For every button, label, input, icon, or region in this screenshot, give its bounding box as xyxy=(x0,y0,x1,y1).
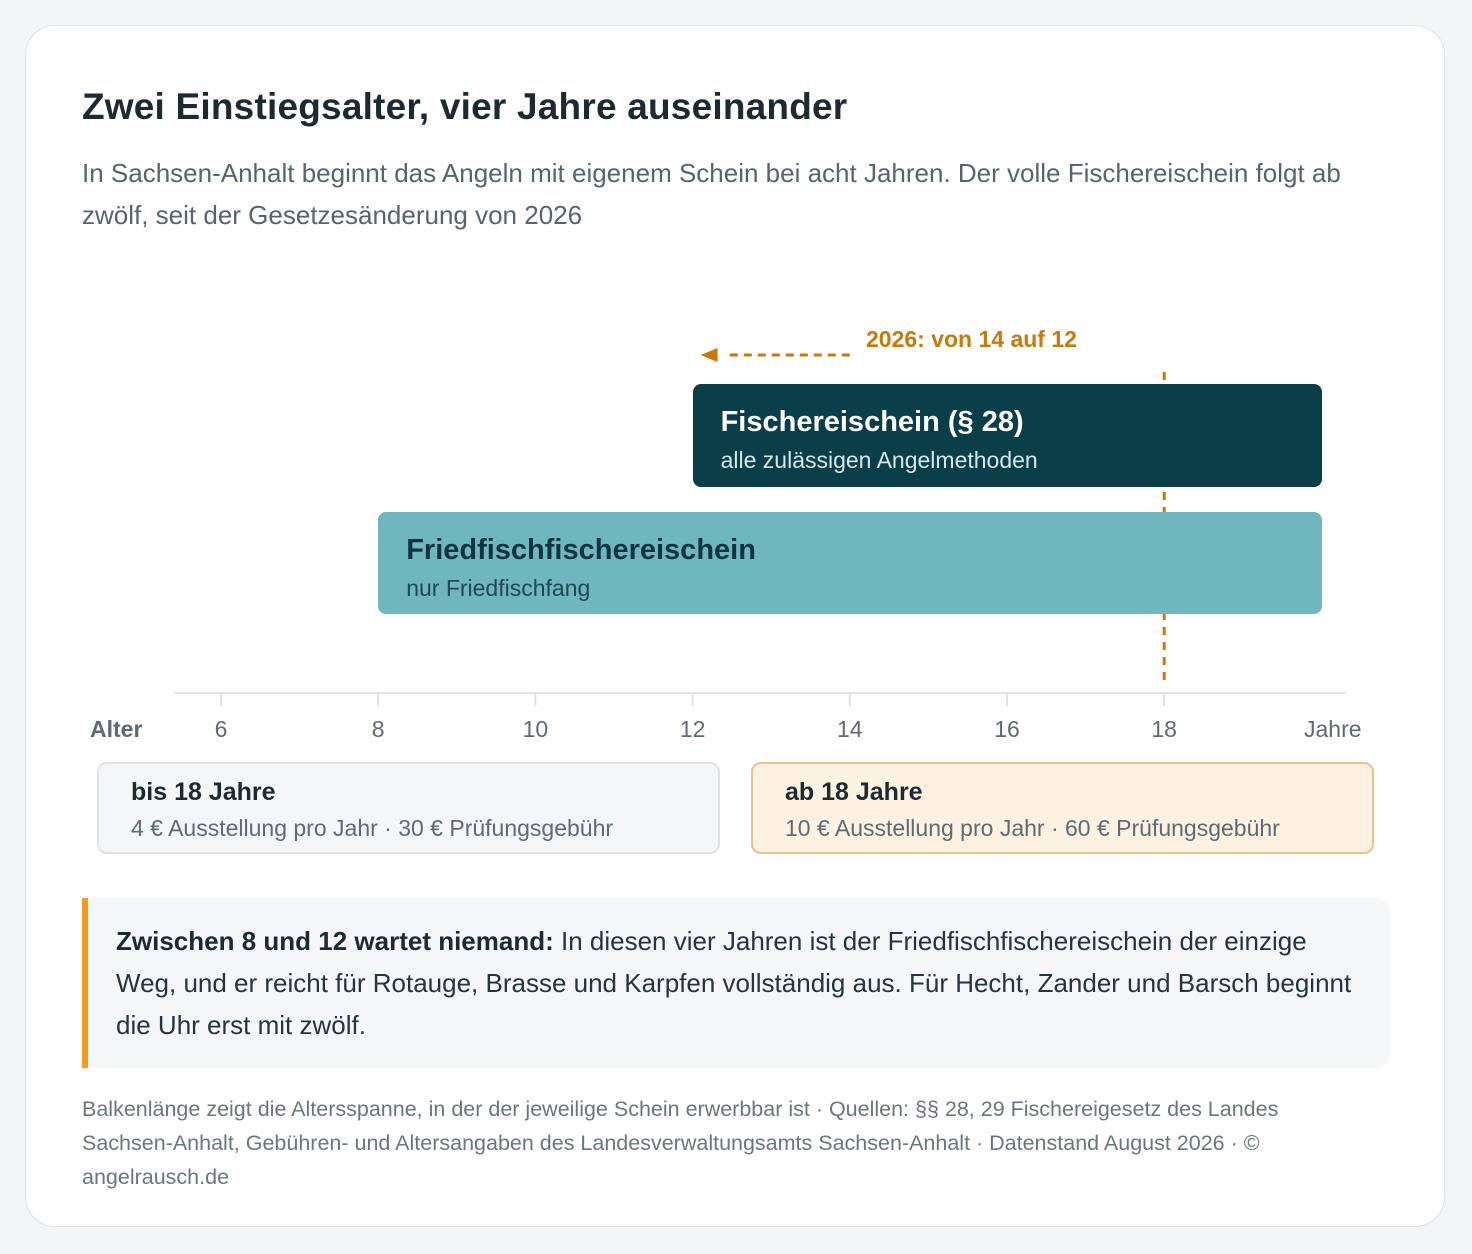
x-tick-label-14: 14 xyxy=(837,716,863,742)
x-tick-label-18: 18 xyxy=(1151,716,1177,742)
x-tick-label-6: 6 xyxy=(214,716,228,742)
annotation-label: 2026: von 14 auf 12 xyxy=(866,326,1077,352)
x-tick-label-8: 8 xyxy=(371,716,385,742)
bar-friedfisch-label: Friedfischfischereischein xyxy=(406,534,756,566)
x-tick-label-10: 10 xyxy=(522,716,549,742)
fee-from-18-title: ab 18 Jahre xyxy=(785,778,923,806)
callout-lead: Zwischen 8 und 12 wartet niemand: xyxy=(116,926,554,956)
fee-under-18-detail: 4 € Ausstellung pro Jahr · 30 € Prüfungs… xyxy=(131,815,614,841)
annotation-arrow xyxy=(700,348,850,362)
bar-fischereischein: Fischereischein (§ 28) alle zulässigen A… xyxy=(692,384,1322,487)
bar-fischereischein-label: Fischereischein (§ 28) xyxy=(720,406,1024,438)
x-axis-label-left: Alter xyxy=(90,716,143,742)
bar-friedfischfischereischein: Friedfischfischereischein nur Friedfisch… xyxy=(378,512,1322,614)
bar-fischereischein-description: alle zulässigen Angelmethoden xyxy=(720,447,1038,473)
bar-friedfisch-description: nur Friedfischfang xyxy=(406,575,591,601)
page-title: Zwei Einstiegsalter, vier Jahre auseinan… xyxy=(82,86,848,127)
x-tick-label-12: 12 xyxy=(679,716,706,742)
fee-box-from-18: ab 18 Jahre 10 € Ausstellung pro Jahr · … xyxy=(751,762,1374,854)
callout-box: Zwischen 8 und 12 wartet niemand: In die… xyxy=(82,898,1390,1068)
x-axis-label-right: Jahre xyxy=(1304,716,1362,742)
callout-text: In diesen vier Jahren ist der Friedfisch… xyxy=(116,926,1352,1040)
x-tick-label-16: 16 xyxy=(994,716,1020,742)
page-subtitle: In Sachsen-Anhalt beginnt das Angeln mit… xyxy=(82,158,1341,230)
fee-from-18-detail: 10 € Ausstellung pro Jahr · 60 € Prüfung… xyxy=(785,815,1280,841)
annotation-arrowhead xyxy=(700,348,718,362)
fee-under-18-title: bis 18 Jahre xyxy=(131,778,276,806)
footnote: Balkenlänge zeigt die Altersspanne, in d… xyxy=(82,1097,1279,1189)
fee-box-under-18: bis 18 Jahre 4 € Ausstellung pro Jahr · … xyxy=(97,762,720,854)
